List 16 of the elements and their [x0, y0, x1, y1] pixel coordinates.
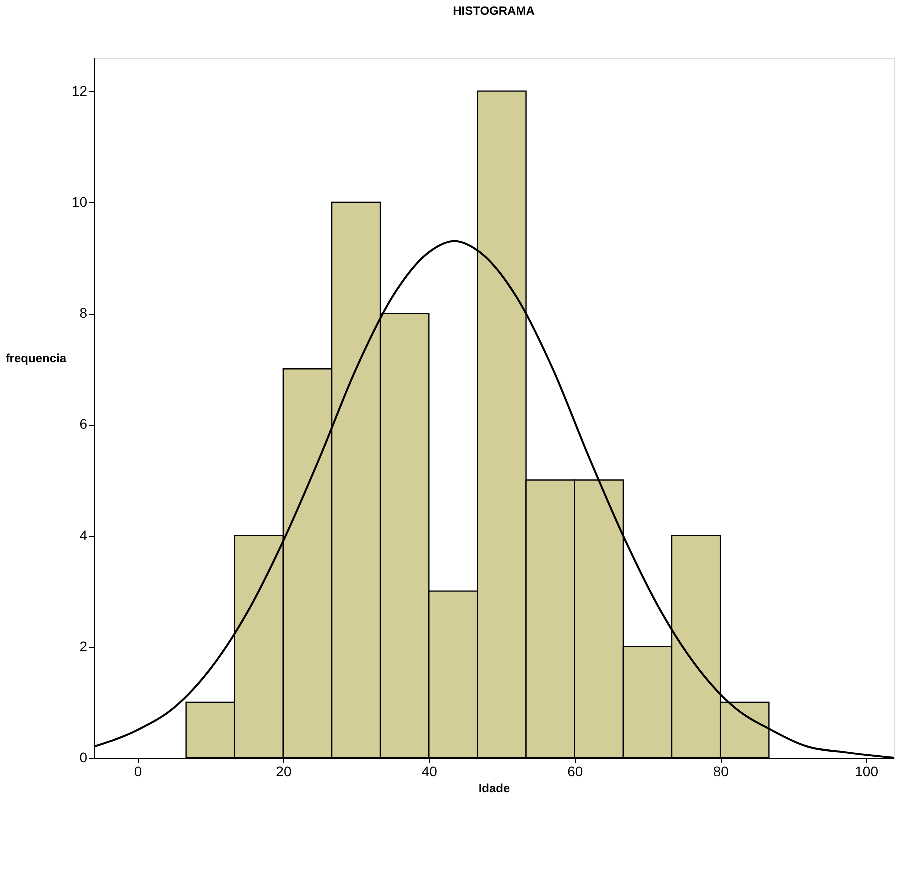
- y-tick-label: 0: [80, 750, 88, 766]
- x-tick-label: 0: [134, 764, 142, 780]
- y-tick-label: 8: [80, 305, 88, 322]
- y-tick-label: 10: [72, 194, 88, 210]
- x-tick-label: 80: [713, 764, 730, 780]
- y-tick-label: 4: [80, 527, 88, 544]
- y-tick-label: 6: [80, 416, 88, 432]
- y-axis-title: frequencia: [6, 352, 67, 366]
- x-tick-label: 20: [276, 764, 292, 780]
- y-tick-label: 2: [80, 638, 88, 654]
- x-axis-title: Idade: [478, 782, 510, 796]
- x-tick-label: 100: [855, 764, 879, 780]
- x-tick-label: 60: [568, 764, 584, 780]
- x-tick-label: 40: [422, 764, 438, 780]
- chart-title: HISTOGRAMA: [453, 4, 536, 18]
- y-tick-label: 12: [72, 82, 88, 99]
